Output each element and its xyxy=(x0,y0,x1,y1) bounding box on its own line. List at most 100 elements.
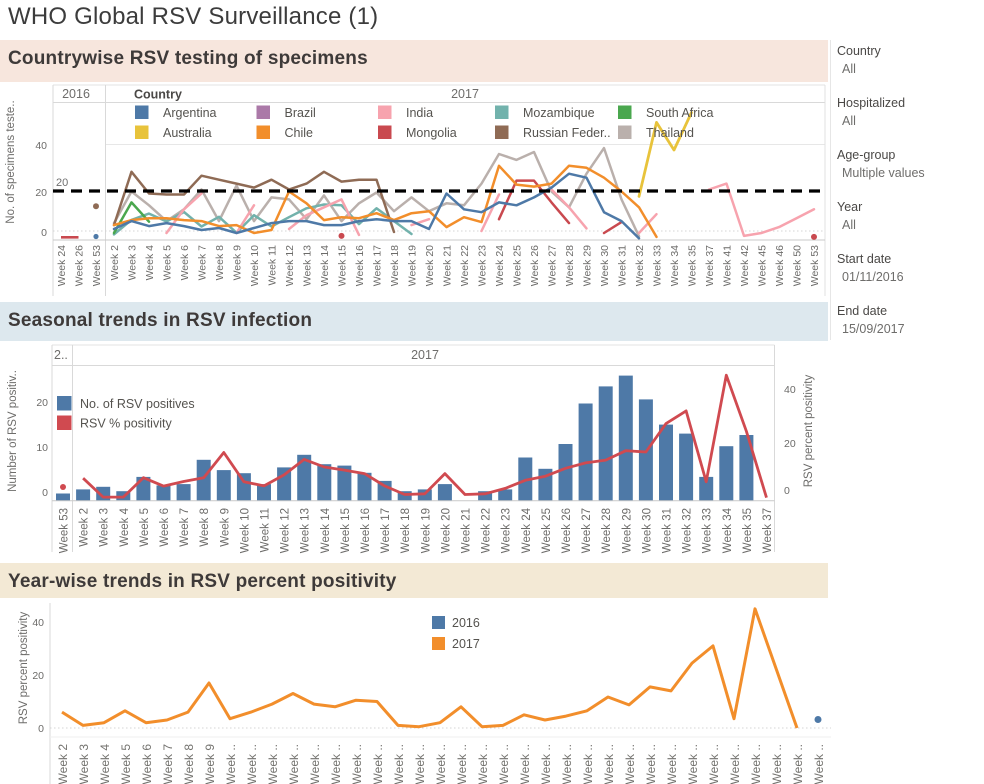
svg-text:Week ..: Week .. xyxy=(371,744,385,784)
svg-text:Country: Country xyxy=(134,88,182,102)
svg-text:Week 2: Week 2 xyxy=(56,744,70,784)
svg-text:20: 20 xyxy=(35,187,47,199)
svg-text:Week ..: Week .. xyxy=(455,744,469,784)
svg-text:Week 28: Week 28 xyxy=(601,508,613,553)
svg-text:India: India xyxy=(406,106,433,120)
svg-text:Week ..: Week .. xyxy=(434,744,448,784)
svg-text:South Africa: South Africa xyxy=(646,106,713,120)
svg-text:Week 42: Week 42 xyxy=(739,245,751,286)
svg-text:Week 22: Week 22 xyxy=(459,245,471,286)
svg-text:Week ..: Week .. xyxy=(329,744,343,784)
svg-text:Week 22: Week 22 xyxy=(481,508,493,553)
svg-text:Week 50: Week 50 xyxy=(792,245,804,286)
svg-text:40: 40 xyxy=(35,140,47,152)
svg-text:Argentina: Argentina xyxy=(163,106,217,120)
svg-text:2016: 2016 xyxy=(452,616,480,630)
svg-text:Week ..: Week .. xyxy=(623,744,637,784)
svg-text:Week 6: Week 6 xyxy=(140,744,154,784)
svg-text:RSV percent positivity: RSV percent positivity xyxy=(803,375,815,488)
svg-text:20: 20 xyxy=(784,438,796,450)
svg-text:Week 4: Week 4 xyxy=(144,245,156,281)
svg-text:Week 24: Week 24 xyxy=(521,507,533,553)
svg-text:Chile: Chile xyxy=(285,126,314,140)
svg-text:Week 25: Week 25 xyxy=(541,508,553,553)
svg-text:No. of RSV positives: No. of RSV positives xyxy=(80,397,195,411)
svg-text:Week ..: Week .. xyxy=(497,744,511,784)
svg-text:Week 32: Week 32 xyxy=(682,508,694,553)
svg-text:Week 24: Week 24 xyxy=(56,245,68,286)
svg-text:Week 3: Week 3 xyxy=(127,245,139,281)
svg-text:RSV % positivity: RSV % positivity xyxy=(80,417,172,431)
svg-text:Week 24: Week 24 xyxy=(494,245,506,286)
svg-text:Mongolia: Mongolia xyxy=(406,126,457,140)
svg-text:Week 27: Week 27 xyxy=(547,245,559,286)
svg-text:Week 17: Week 17 xyxy=(380,508,392,553)
svg-text:0: 0 xyxy=(38,723,44,735)
svg-text:Week 26: Week 26 xyxy=(74,245,86,286)
svg-text:Week 7: Week 7 xyxy=(197,245,209,281)
svg-text:20: 20 xyxy=(36,397,48,409)
svg-text:Week 10: Week 10 xyxy=(249,245,261,286)
svg-text:Week 25: Week 25 xyxy=(512,245,524,286)
svg-text:Week 33: Week 33 xyxy=(702,508,714,553)
svg-text:Week ..: Week .. xyxy=(665,744,679,784)
svg-text:Week ..: Week .. xyxy=(749,744,763,784)
svg-text:Week 3: Week 3 xyxy=(77,744,91,784)
svg-text:Week ..: Week .. xyxy=(287,744,301,784)
svg-text:0: 0 xyxy=(41,227,47,239)
svg-text:Week 19: Week 19 xyxy=(420,508,432,553)
svg-text:Week ..: Week .. xyxy=(644,744,658,784)
svg-text:Week 23: Week 23 xyxy=(501,508,513,553)
svg-text:Week 9: Week 9 xyxy=(219,508,231,547)
svg-text:Week ..: Week .. xyxy=(812,744,826,784)
svg-text:Week 4: Week 4 xyxy=(119,507,131,546)
svg-text:Week 19: Week 19 xyxy=(407,245,419,286)
svg-text:Week 17: Week 17 xyxy=(372,245,384,286)
svg-text:Week 11: Week 11 xyxy=(267,245,279,286)
svg-text:Week ..: Week .. xyxy=(581,744,595,784)
svg-text:Week 12: Week 12 xyxy=(284,245,296,286)
svg-text:Week 34: Week 34 xyxy=(722,507,734,553)
svg-text:Week 53: Week 53 xyxy=(809,245,821,286)
svg-text:Week 8: Week 8 xyxy=(214,245,226,281)
svg-text:Thailand: Thailand xyxy=(646,126,694,140)
svg-text:Week ..: Week .. xyxy=(791,744,805,784)
svg-text:Week ..: Week .. xyxy=(560,744,574,784)
svg-text:Week 21: Week 21 xyxy=(442,245,454,286)
svg-text:Russian Feder..: Russian Feder.. xyxy=(523,126,611,140)
svg-text:20: 20 xyxy=(32,670,44,682)
svg-text:Week 7: Week 7 xyxy=(161,744,175,784)
svg-text:2017: 2017 xyxy=(452,637,480,651)
svg-text:Week 9: Week 9 xyxy=(203,744,217,784)
svg-text:Week 8: Week 8 xyxy=(182,744,196,784)
svg-text:10: 10 xyxy=(36,442,48,454)
svg-text:40: 40 xyxy=(784,384,796,396)
svg-text:Week 4: Week 4 xyxy=(98,744,112,784)
svg-text:Week 14: Week 14 xyxy=(320,507,332,553)
svg-text:Week ..: Week .. xyxy=(770,744,784,784)
svg-text:Week 9: Week 9 xyxy=(232,245,244,281)
svg-text:Week 30: Week 30 xyxy=(599,245,611,286)
svg-text:Week 31: Week 31 xyxy=(662,508,674,553)
svg-text:No. of specimens teste..: No. of specimens teste.. xyxy=(5,100,17,223)
svg-text:Week 5: Week 5 xyxy=(119,744,133,784)
svg-text:RSV percent positivity: RSV percent positivity xyxy=(18,612,30,725)
svg-text:Week 7: Week 7 xyxy=(179,508,191,547)
svg-text:Week 26: Week 26 xyxy=(561,508,573,553)
svg-text:Week 20: Week 20 xyxy=(424,245,436,286)
svg-text:Week 41: Week 41 xyxy=(722,245,734,286)
svg-text:Week 8: Week 8 xyxy=(199,508,211,547)
svg-text:Week 13: Week 13 xyxy=(300,508,312,553)
svg-text:Week ..: Week .. xyxy=(245,744,259,784)
svg-text:Week 37: Week 37 xyxy=(704,245,716,286)
svg-text:Week ..: Week .. xyxy=(476,744,490,784)
svg-text:Week 10: Week 10 xyxy=(239,508,251,553)
svg-text:Week 16: Week 16 xyxy=(354,245,366,286)
svg-text:Week 2: Week 2 xyxy=(109,245,121,281)
svg-text:Week 18: Week 18 xyxy=(400,508,412,553)
svg-text:Week 46: Week 46 xyxy=(774,245,786,286)
svg-text:Week 30: Week 30 xyxy=(641,508,653,553)
svg-text:Week 32: Week 32 xyxy=(634,245,646,286)
svg-text:Week ..: Week .. xyxy=(266,744,280,784)
svg-text:Week 15: Week 15 xyxy=(340,508,352,553)
